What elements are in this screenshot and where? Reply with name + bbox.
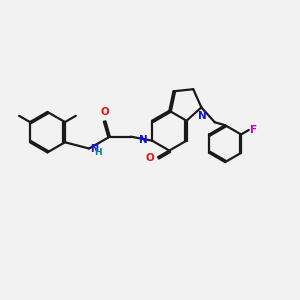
Text: N: N	[199, 111, 207, 121]
Text: N: N	[140, 135, 148, 145]
Text: O: O	[100, 107, 109, 117]
Text: N: N	[90, 143, 98, 154]
Text: F: F	[250, 125, 257, 135]
Text: O: O	[146, 153, 154, 163]
Text: H: H	[94, 148, 102, 158]
